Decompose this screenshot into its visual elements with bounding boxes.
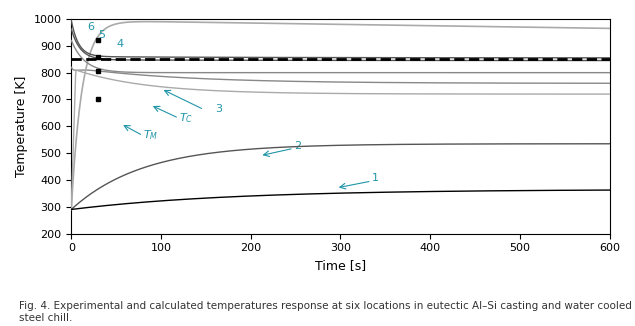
Text: 1: 1: [371, 173, 379, 183]
Text: 4: 4: [116, 39, 123, 49]
Text: $T_M$: $T_M$: [143, 128, 158, 142]
Text: 2: 2: [294, 141, 301, 151]
Y-axis label: Temperature [K]: Temperature [K]: [15, 76, 28, 177]
Text: 5: 5: [98, 30, 105, 40]
Text: 3: 3: [215, 104, 222, 113]
Text: Fig. 4. Experimental and calculated temperatures response at six locations in eu: Fig. 4. Experimental and calculated temp…: [19, 301, 632, 323]
Text: 6: 6: [88, 22, 95, 32]
Text: $T_C$: $T_C$: [179, 111, 193, 125]
X-axis label: Time [s]: Time [s]: [315, 259, 366, 272]
